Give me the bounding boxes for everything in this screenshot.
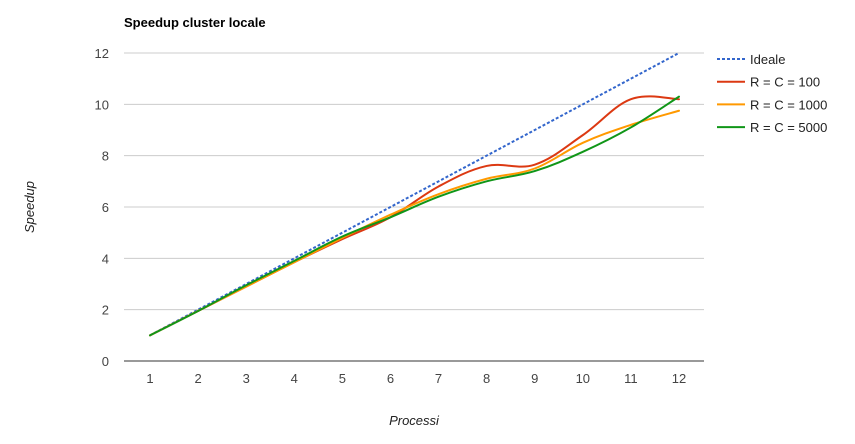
legend-label: Ideale — [750, 52, 785, 67]
y-tick-label: 2 — [102, 303, 109, 318]
x-tick-label: 1 — [146, 371, 153, 386]
x-tick-label: 12 — [672, 371, 686, 386]
y-tick-label: 10 — [95, 97, 109, 112]
series-line-1 — [149, 52, 680, 337]
legend-item: R = C = 1000 — [717, 97, 827, 112]
series-line-4 — [149, 95, 680, 337]
x-tick-label: 2 — [194, 371, 201, 386]
y-axis-label: Speedup — [22, 181, 37, 233]
series-line-3 — [149, 109, 680, 337]
x-tick-label: 3 — [243, 371, 250, 386]
x-tick-label: 8 — [483, 371, 490, 386]
legend-item: R = C = 100 — [717, 75, 820, 90]
legend-item: Ideale — [717, 52, 785, 67]
x-tick-label: 10 — [576, 371, 590, 386]
y-tick-label: 12 — [95, 46, 109, 61]
x-tick-label: 6 — [387, 371, 394, 386]
y-tick-label: 8 — [102, 149, 109, 164]
x-axis-label: Processi — [389, 413, 440, 428]
x-tick-label: 5 — [339, 371, 346, 386]
legend: Ideale R = C = 100 R = C = 1000 R = C = 500… — [717, 52, 827, 135]
y-axis-ticks: 0 2 4 6 8 10 12 — [95, 46, 109, 369]
y-tick-label: 6 — [102, 200, 109, 215]
y-tick-label: 0 — [102, 354, 109, 369]
gridlines — [124, 52, 704, 362]
x-axis-ticks: 1 2 3 4 5 6 7 8 9 10 11 12 — [146, 371, 686, 386]
series-line-2 — [149, 95, 680, 337]
y-tick-label: 4 — [102, 251, 109, 266]
legend-label: R = C = 5000 — [750, 120, 827, 135]
series-lines — [149, 52, 680, 337]
x-tick-label: 4 — [291, 371, 298, 386]
legend-label: R = C = 100 — [750, 75, 820, 90]
x-tick-label: 7 — [435, 371, 442, 386]
x-tick-label: 9 — [531, 371, 538, 386]
legend-label: R = C = 1000 — [750, 97, 827, 112]
legend-item: R = C = 5000 — [717, 120, 827, 135]
x-tick-label: 11 — [624, 371, 638, 386]
chart-title: Speedup cluster locale — [124, 15, 266, 30]
